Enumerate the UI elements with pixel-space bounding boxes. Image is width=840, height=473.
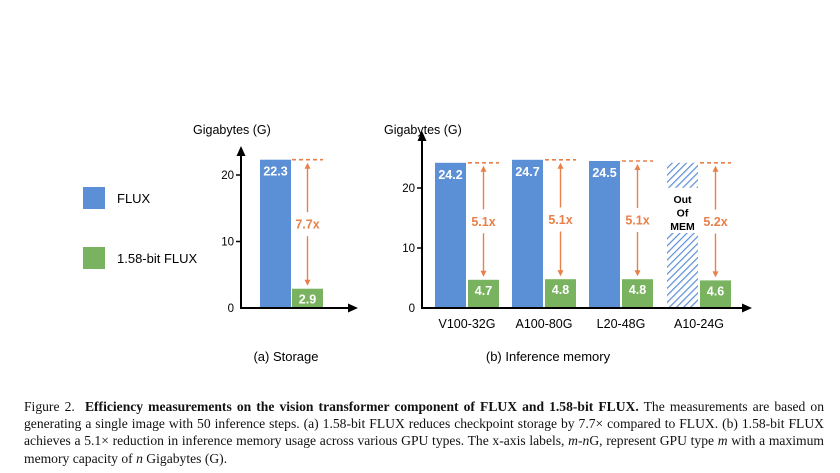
- bar-flux-158bit: [700, 280, 731, 308]
- y-tick-label: 10: [402, 243, 415, 255]
- x-axis-arrow: [742, 303, 752, 313]
- figure-caption: Figure 2. Efficiency measurements on the…: [24, 398, 824, 467]
- arrow-head-up: [480, 165, 487, 172]
- bar-value-label: 22.3: [263, 165, 287, 179]
- caption-figure-label: Figure 2.: [24, 399, 75, 414]
- caption-text: The measurements are based on generating…: [24, 399, 824, 449]
- inference-memory-chart: Gigabytes (G) 0 10 20 24.2 4.7 24.7 4.8 24.5 4.…: [384, 123, 752, 364]
- reduction-factor-label: 5.1x: [471, 215, 495, 229]
- bar-flux: [512, 159, 543, 308]
- arrow-head-down: [480, 270, 487, 277]
- out-of-memory-label: Out: [673, 194, 692, 206]
- legend: FLUX 1.58-bit FLUX: [83, 187, 198, 269]
- arrow-head-down: [304, 279, 311, 286]
- bar-out-of-memory-bottom: [667, 233, 698, 308]
- caption-var: m: [717, 433, 728, 449]
- y-tick-label: 20: [402, 183, 415, 195]
- bar-flux-158bit: [468, 279, 499, 308]
- y-axis-arrow: [236, 146, 246, 156]
- reduction-factor-label: 7.7x: [295, 218, 319, 232]
- bar-flux-158bit: [292, 288, 323, 308]
- axes: [236, 146, 358, 313]
- axes: [417, 131, 752, 313]
- out-of-memory-label: MEM: [670, 221, 695, 233]
- arrow-head-down: [712, 271, 719, 278]
- bar-value-label: 2.9: [299, 293, 316, 307]
- caption-var: n: [136, 450, 143, 466]
- y-axis-label: Gigabytes (G): [193, 123, 271, 137]
- annotations: 7.7x: [292, 158, 323, 286]
- caption-var: m: [568, 433, 578, 449]
- bar-value-label: 24.7: [515, 165, 539, 179]
- legend-label-flux: FLUX: [117, 191, 151, 206]
- bar-out-of-memory-top: [667, 162, 698, 188]
- caption-text: with a maximum memory capacity of: [24, 433, 824, 466]
- arrow-head-up: [557, 162, 564, 169]
- x-tick-label: V100-32G: [439, 317, 496, 331]
- x-axis-arrow: [348, 303, 358, 313]
- storage-chart: Gigabytes (G) 0 10 20 22.3 2.9 7.7x (a) Sto…: [193, 123, 358, 364]
- arrow-head-up: [712, 165, 719, 172]
- y-tick-label: 0: [228, 303, 234, 315]
- caption-text: Gigabytes (G).: [142, 450, 228, 466]
- bar-flux: [260, 159, 291, 308]
- y-axis-label: Gigabytes (G): [384, 123, 462, 137]
- caption-title: Efficiency measurements on the vision tr…: [84, 399, 639, 414]
- y-axis-arrow: [417, 131, 427, 141]
- annotations: 5.1x 5.1x 5.1x 5.2x: [468, 159, 731, 278]
- y-tick-label: 0: [409, 303, 415, 315]
- caption-text: G, represent GPU type: [589, 433, 718, 449]
- bar-value-label: 24.2: [438, 168, 462, 182]
- x-tick-label: L20-48G: [597, 317, 646, 331]
- arrow-head-up: [304, 162, 311, 169]
- bar-value-label: 4.8: [552, 283, 569, 297]
- caption-var: n: [582, 433, 590, 449]
- x-tick-label: A10-24G: [674, 317, 724, 331]
- bar-flux-158bit: [622, 279, 653, 308]
- bar-flux: [435, 162, 466, 308]
- chart-title: (a) Storage: [253, 349, 318, 364]
- caption-text: -: [577, 433, 583, 449]
- chart-title: (b) Inference memory: [486, 349, 611, 364]
- reduction-factor-label: 5.1x: [625, 214, 649, 228]
- legend-label-flux158: 1.58-bit FLUX: [117, 251, 198, 266]
- bar-value-label: 4.6: [707, 284, 724, 298]
- bars: 22.3 2.9: [260, 159, 323, 308]
- bar-value-label: 4.7: [475, 284, 492, 298]
- y-tick-label: 20: [221, 170, 234, 182]
- y-ticks: 0 10 20: [402, 183, 422, 315]
- y-tick-label: 10: [221, 237, 234, 249]
- arrow-head-down: [634, 270, 641, 277]
- bar-value-label: 24.5: [592, 166, 616, 180]
- x-tick-label: A100-80G: [516, 317, 573, 331]
- x-tick-labels: V100-32G A100-80G L20-48G A10-24G: [439, 317, 725, 331]
- bar-value-label: 4.8: [629, 283, 646, 297]
- y-ticks: 0 10 20: [221, 170, 241, 315]
- bar-flux-158bit: [545, 279, 576, 308]
- arrow-head-down: [557, 270, 564, 277]
- arrow-head-up: [634, 164, 641, 170]
- out-of-memory-label: Of: [677, 208, 689, 220]
- reduction-factor-label: 5.1x: [548, 213, 572, 227]
- reduction-factor-label: 5.2x: [703, 215, 727, 229]
- legend-swatch-flux: [83, 187, 105, 209]
- legend-swatch-flux158: [83, 247, 105, 269]
- bar-flux: [589, 161, 620, 308]
